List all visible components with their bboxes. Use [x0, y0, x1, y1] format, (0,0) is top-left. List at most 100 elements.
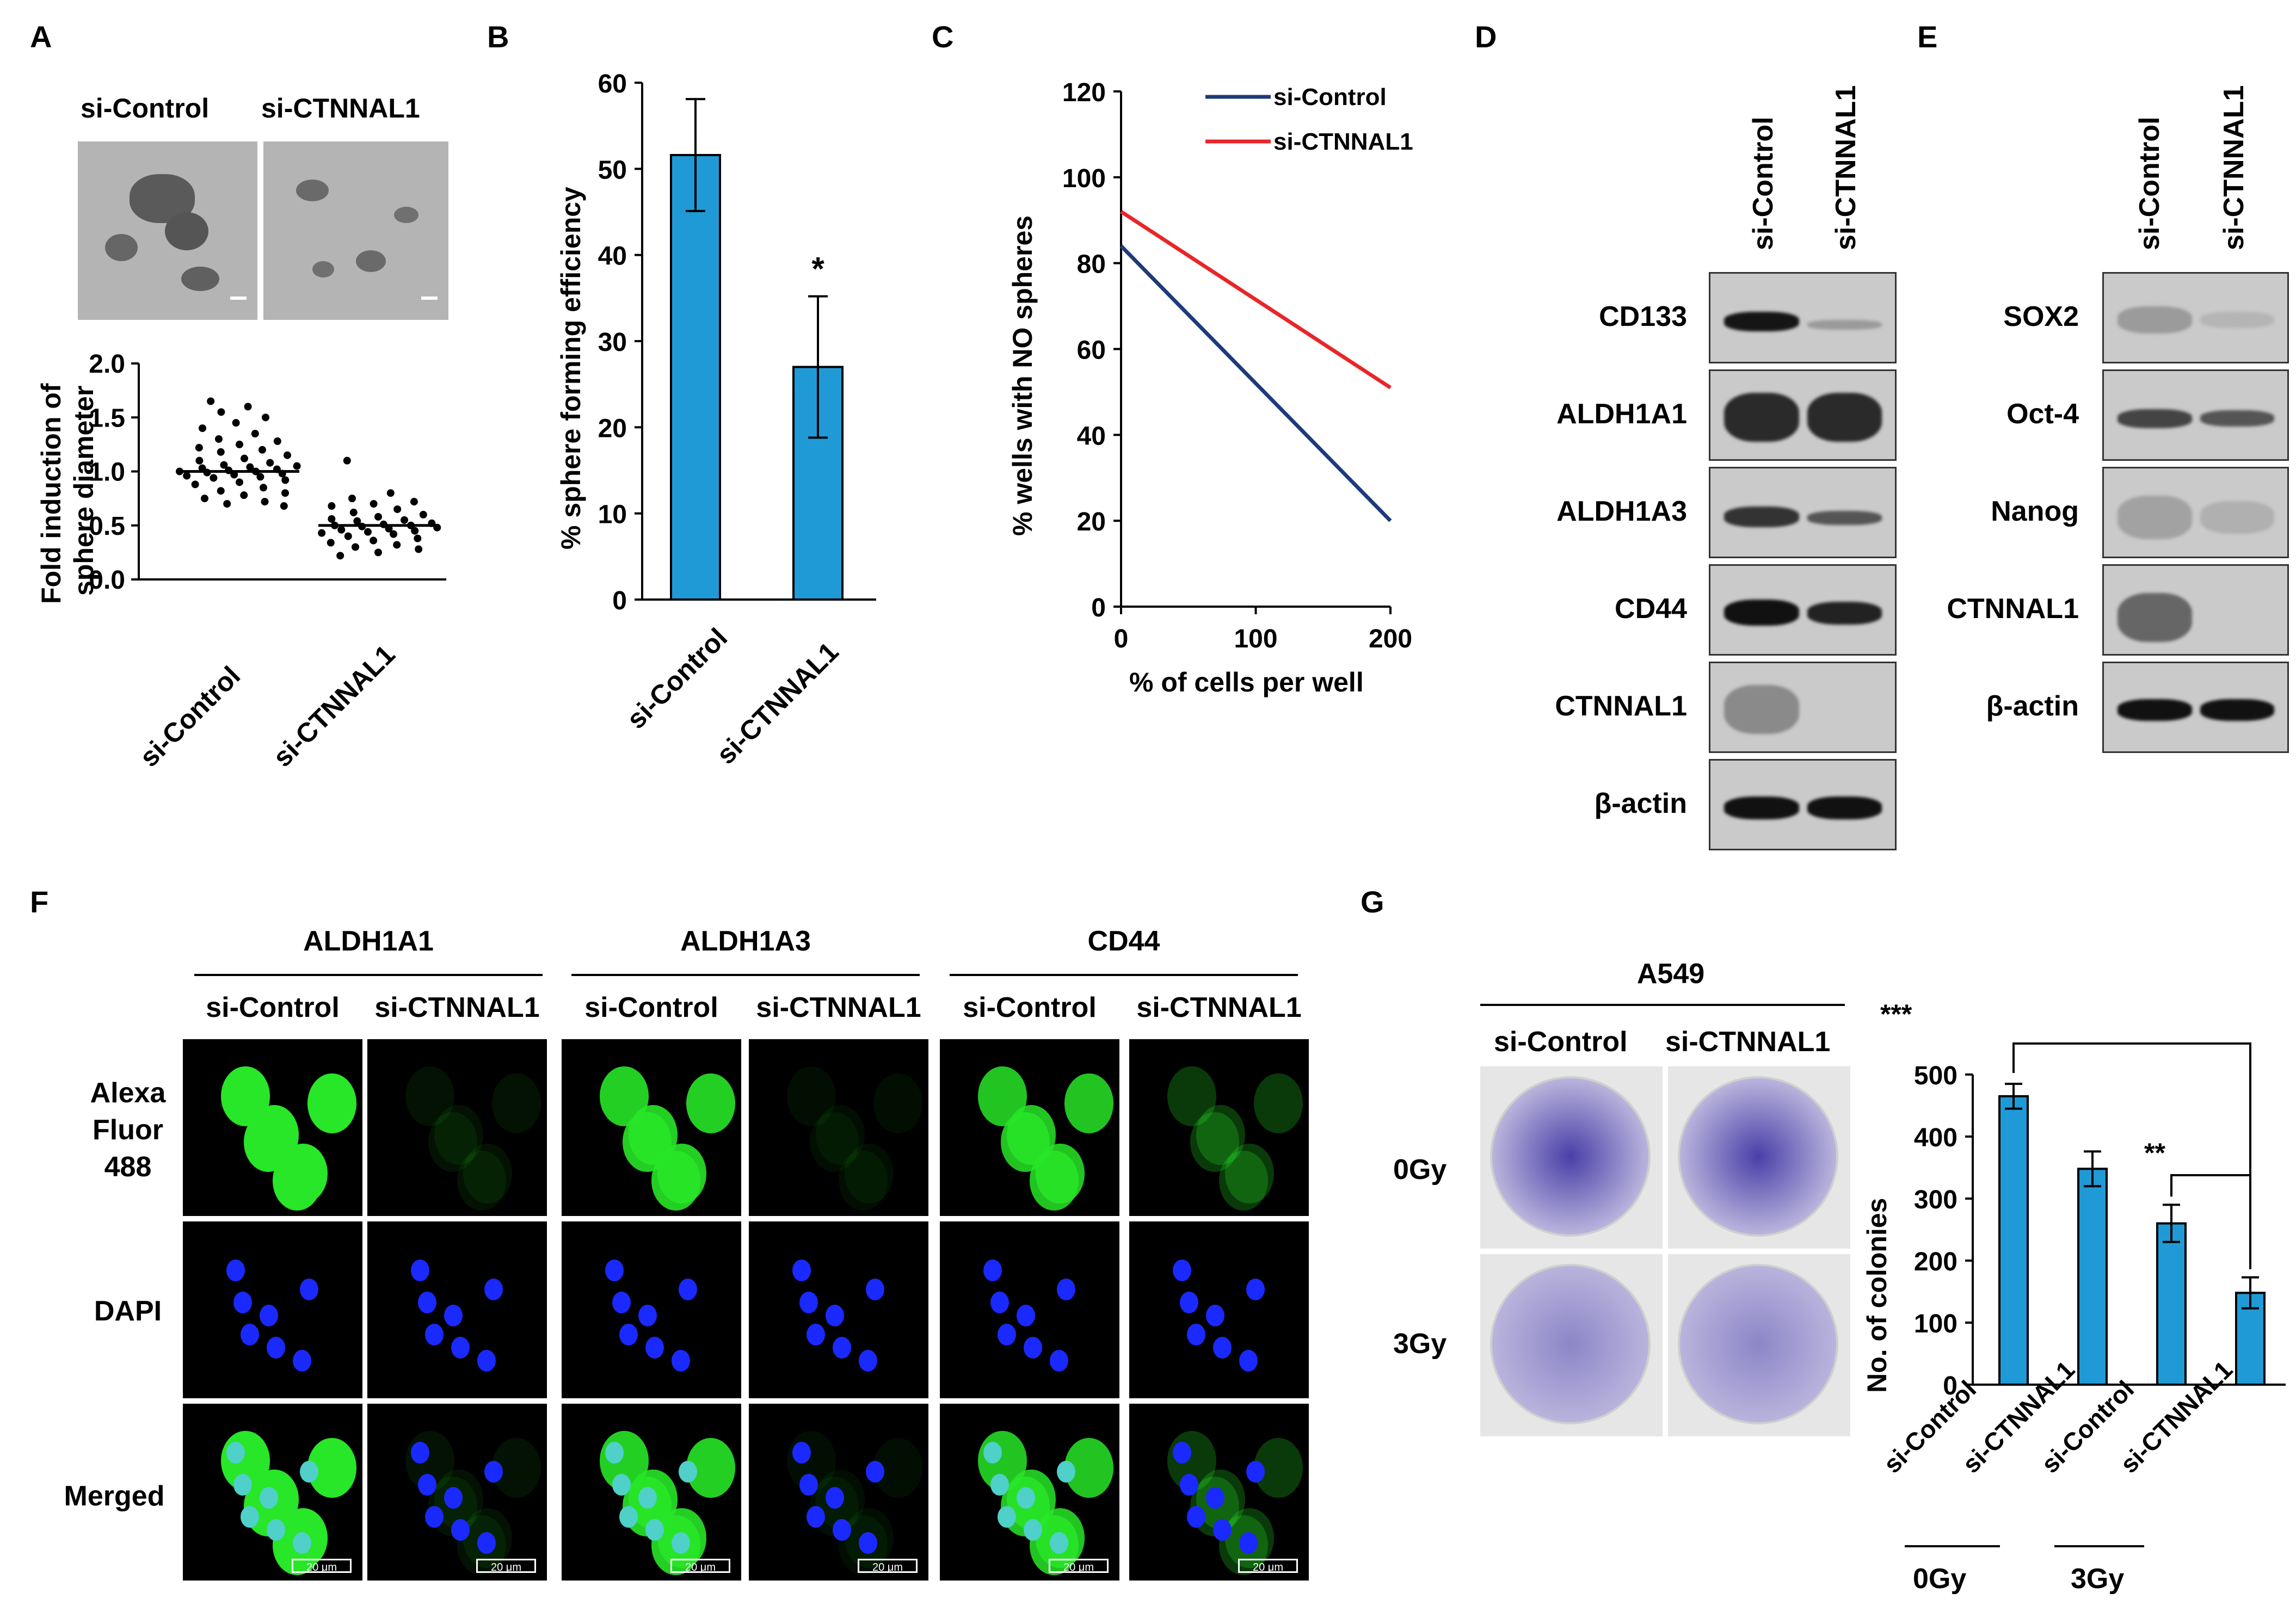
panel-a-point — [215, 435, 223, 443]
panel-a-point — [415, 545, 423, 553]
panel-a-point — [411, 527, 419, 535]
panel-f-cell-green — [273, 1151, 322, 1211]
panel-a-point — [217, 408, 225, 416]
panel-e-row — [2102, 272, 2289, 363]
panel-a-point — [244, 403, 252, 411]
panel-f-nucleus — [1187, 1506, 1205, 1528]
panel-f-nucleus — [792, 1442, 811, 1464]
panel-a-ytick-label: 2.0 — [89, 350, 125, 379]
panel-e-band — [2200, 501, 2274, 534]
panel-f-nucleus — [1206, 1487, 1224, 1509]
panel-e-row — [2102, 369, 2289, 461]
panel-e-band — [2200, 312, 2274, 328]
panel-e-band — [2200, 699, 2274, 721]
panel-a-point — [393, 505, 402, 513]
panel-f-cell-green — [1196, 1105, 1245, 1165]
panel-g-group-rule-0gy — [1905, 1545, 2000, 1547]
panel-f-micrograph: 20 μm — [367, 1404, 547, 1581]
panel-label-c: C — [932, 20, 954, 54]
panel-g-dish — [1490, 1264, 1651, 1424]
panel-e-band — [2118, 409, 2192, 428]
panel-d-row-label: ALDH1A3 — [1556, 496, 1687, 527]
panel-f-nucleus — [477, 1532, 496, 1554]
panel-b-ytick-label: 30 — [598, 328, 627, 357]
panel-d-band — [1807, 797, 1882, 819]
panel-f-nucleus — [477, 1350, 496, 1372]
panel-g-cond-control: si-Control — [1494, 1026, 1628, 1058]
panel-a-image-label-control: si-Control — [81, 93, 210, 124]
panel-f-nucleus — [833, 1337, 851, 1359]
panel-a-point — [199, 424, 206, 433]
panel-f-cell-green — [787, 1066, 836, 1126]
panel-a-point — [258, 446, 266, 454]
panel-f-scalebar: 20 μm — [292, 1559, 352, 1573]
panel-f-nucleus — [807, 1324, 825, 1345]
panel-f-scalebar: 20 μm — [1238, 1559, 1298, 1573]
panel-e-row-label: β-actin — [1986, 690, 2079, 722]
panel-d-band — [1807, 511, 1882, 525]
panel-d-band — [1724, 507, 1799, 527]
panel-f-nucleus — [233, 1292, 252, 1313]
panel-a-point — [414, 534, 422, 542]
panel-f-cell-green — [1190, 1112, 1239, 1172]
panel-f-scalebar: 20 μm — [1049, 1559, 1109, 1573]
panel-d-row — [1709, 369, 1897, 461]
panel-g-group-3gy: 3Gy — [2071, 1563, 2125, 1595]
panel-g-group-0gy: 0Gy — [1913, 1563, 1967, 1595]
panel-f-nucleus — [807, 1506, 825, 1528]
panel-f-nucleus — [293, 1350, 311, 1372]
panel-f-nucleus — [833, 1519, 851, 1541]
panel-d-row-label: CTNNAL1 — [1555, 690, 1687, 722]
panel-a-point — [210, 474, 218, 482]
panel-label-a: A — [30, 20, 52, 54]
panel-f-nucleus — [638, 1305, 657, 1326]
panel-f-nucleus — [612, 1474, 631, 1496]
panel-g-bar — [1998, 1095, 2029, 1386]
panel-c-ytick-label: 0 — [1091, 594, 1106, 622]
panel-a-chart: 2.0 1.5 1.0 0.5 0.0 — [89, 350, 446, 595]
panel-a-point — [261, 498, 269, 506]
panel-d-band — [1724, 600, 1799, 626]
panel-g-cond-knockdown: si-CTNNAL1 — [1665, 1026, 1831, 1058]
panel-f-micrograph: 20 μm — [749, 1404, 928, 1581]
panel-f-nucleus — [1213, 1337, 1232, 1359]
panel-f-nucleus — [1239, 1532, 1258, 1554]
panel-f-nucleus — [260, 1487, 278, 1509]
panel-f-cell-green — [307, 1073, 356, 1133]
panel-a-image-label-knockdown: si-CTNNAL1 — [261, 93, 420, 124]
panel-c-ytick-label: 120 — [1062, 78, 1106, 107]
panel-f-nucleus — [1239, 1350, 1258, 1372]
panel-label-e: E — [1917, 20, 1938, 54]
panel-a-point — [364, 528, 372, 536]
panel-d-band — [1724, 393, 1799, 442]
panel-a-axes: 2.0 1.5 1.0 0.5 0.0 — [89, 350, 446, 595]
panel-f-nucleus — [679, 1461, 697, 1483]
panel-label-d: D — [1475, 20, 1497, 54]
panel-f-micrograph — [562, 1039, 741, 1216]
panel-f-nucleus — [605, 1260, 624, 1281]
panel-d-row — [1709, 662, 1897, 753]
panel-c-ytick-label: 80 — [1077, 250, 1106, 279]
panel-f-scalebar: 20 μm — [670, 1559, 730, 1573]
panel-f-nucleus — [983, 1260, 1002, 1281]
panel-d-row-label: CD44 — [1615, 593, 1687, 625]
panel-f-micrograph — [940, 1039, 1119, 1216]
panel-f-nucleus — [1173, 1260, 1191, 1281]
panel-f-nucleus — [612, 1292, 631, 1313]
panel-b-axes: 0 10 20 30 40 50 60 — [598, 70, 876, 615]
row-label-dapi: DAPI — [94, 1295, 162, 1327]
panel-f-nucleus — [267, 1337, 285, 1359]
panel-f-nucleus — [859, 1532, 877, 1554]
panel-g-dish-tile — [1668, 1254, 1850, 1436]
panel-f-cell-green — [845, 1144, 894, 1203]
panel-a-point — [328, 502, 336, 510]
panel-e-row — [2102, 662, 2289, 753]
panel-a-point — [349, 508, 358, 516]
panel-g-ytick-label: 100 — [1914, 1310, 1958, 1338]
panel-g-dish-tile — [1668, 1066, 1850, 1249]
panel-f-group-label: CD44 — [1087, 925, 1160, 957]
panel-e-row-label: Oct-4 — [2006, 398, 2079, 430]
panel-f-nucleus — [645, 1337, 664, 1359]
panel-a-point — [195, 443, 203, 452]
panel-e-row — [2102, 467, 2289, 558]
